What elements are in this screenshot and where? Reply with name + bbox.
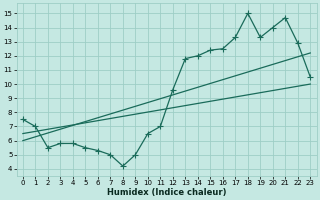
X-axis label: Humidex (Indice chaleur): Humidex (Indice chaleur)	[107, 188, 226, 197]
